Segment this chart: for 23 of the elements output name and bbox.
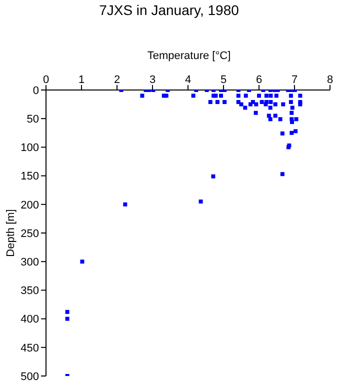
- x-tick-label: 6: [256, 74, 262, 86]
- x-tick-label: 7: [291, 74, 298, 86]
- y-tick-label: 400: [20, 314, 39, 326]
- y-tick-label: 100: [20, 142, 39, 154]
- y-tick-label: 300: [20, 256, 39, 269]
- x-tick-label: 0: [42, 74, 50, 86]
- x-tick-label: 5: [220, 74, 227, 86]
- y-axis-title: Depth [m]: [4, 209, 17, 257]
- y-tick-label: 500: [20, 370, 39, 383]
- y-tick-label: 250: [20, 228, 39, 240]
- y-tick-label: 0: [32, 84, 39, 97]
- x-tick-label: 4: [184, 74, 192, 86]
- chart-title: 7JXS in January, 1980: [98, 1, 240, 20]
- y-tick-label: 200: [20, 199, 39, 212]
- y-tick-label: 150: [20, 170, 39, 183]
- x-tick-label: 1: [78, 74, 85, 86]
- y-tick-label: 50: [26, 114, 39, 126]
- x-axis-title: Temperature [°C]: [146, 50, 232, 62]
- x-tick-label: 3: [149, 74, 156, 86]
- x-tick-label: 2: [114, 74, 120, 86]
- y-tick-label: 450: [20, 342, 39, 354]
- x-tick-label: 8: [326, 74, 334, 86]
- y-tick-label: 350: [20, 285, 39, 298]
